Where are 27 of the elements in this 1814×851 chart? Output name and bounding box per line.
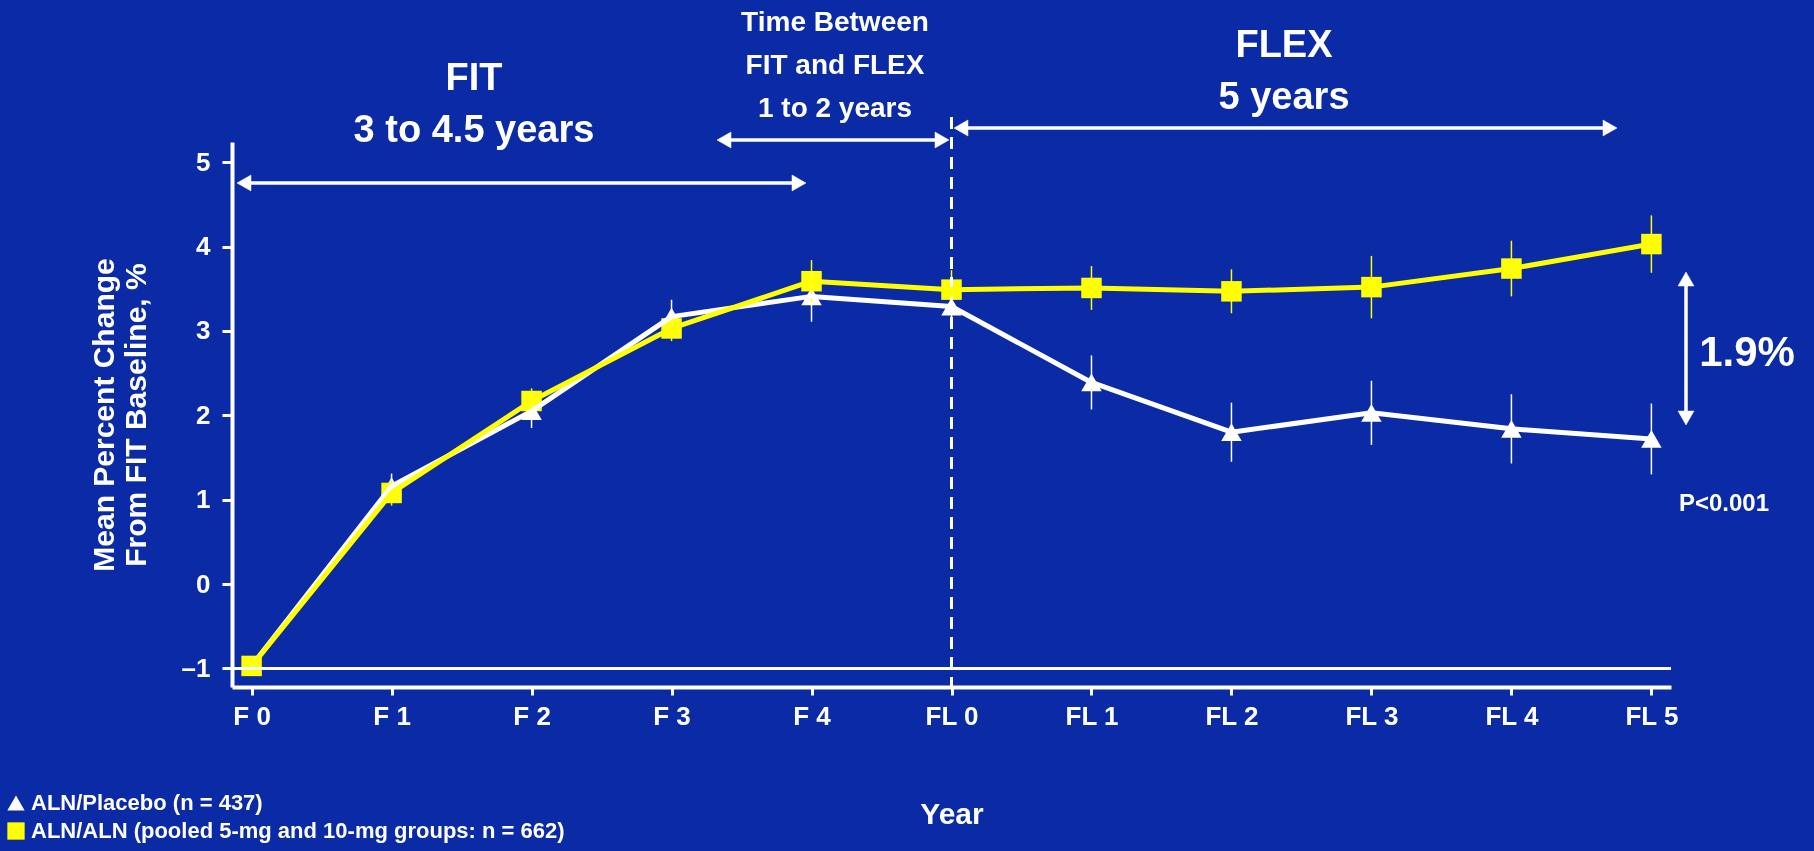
- x-tick-label: F 0: [233, 700, 271, 731]
- x-tick-label: F 2: [513, 700, 551, 731]
- x-tick-label: F 3: [653, 700, 691, 731]
- text: P<0.001: [1678, 489, 1770, 516]
- text: FLEX 5 years: [1218, 23, 1350, 117]
- x-tick-label: FL 3: [1345, 700, 1399, 731]
- x-tick-label: F 1: [373, 700, 411, 731]
- x-tick-label: FL 0: [925, 700, 979, 731]
- y-tick-label: 1: [196, 484, 211, 515]
- legend-label: ALN/Placebo (n = 437): [31, 790, 263, 815]
- x-tick-label: F 4: [793, 700, 832, 731]
- x-tick-label: FL 2: [1205, 700, 1259, 731]
- x-axis-title: Year: [920, 796, 985, 830]
- x-tick-label: FL 5: [1625, 700, 1679, 731]
- y-axis-title: Mean Percent Change From FIT Baseline, %: [86, 258, 152, 572]
- y-tick-label: 5: [196, 146, 211, 177]
- text: Time Between FIT and FLEX 1 to 2 years: [741, 6, 929, 123]
- annotation: FIT 3 to 4.5 years: [353, 56, 595, 150]
- x-tick-label: FL 1: [1065, 700, 1119, 731]
- y-tick-label: –1: [181, 652, 211, 683]
- y-tick-label: 2: [196, 399, 211, 430]
- y-tick-label: 0: [196, 568, 211, 599]
- text: 1.9%: [1699, 328, 1795, 375]
- y-tick-label: 4: [196, 231, 212, 262]
- y-tick-label: 3: [196, 315, 211, 346]
- legend-label: ALN/ALN (pooled 5-mg and 10-mg groups: n = 662): [31, 818, 565, 843]
- x-tick-label: FL 4: [1485, 700, 1539, 731]
